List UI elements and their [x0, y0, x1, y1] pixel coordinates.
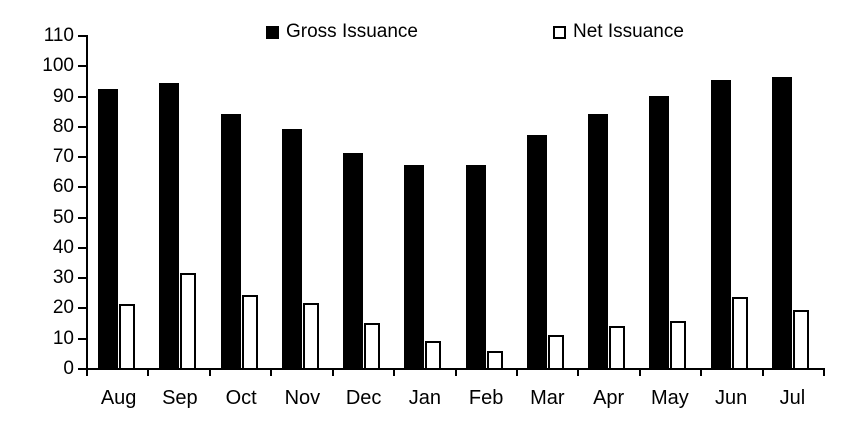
filled-square-icon — [266, 25, 279, 39]
bar-net-sep — [180, 272, 197, 368]
bar-net-aug — [119, 304, 135, 368]
bar-gross-may — [649, 95, 670, 368]
x-tick — [638, 368, 641, 376]
bar-net-may — [670, 321, 687, 368]
y-tick-label: 0 — [63, 358, 74, 379]
y-tick-label: 70 — [52, 146, 74, 168]
y-tick — [78, 277, 86, 280]
x-axis-label-nov: Nov — [284, 387, 321, 409]
bar-net-dec — [364, 322, 380, 368]
y-axis-line — [86, 35, 88, 370]
bar-gross-jun — [710, 80, 731, 368]
bar-gross-dec — [343, 153, 363, 368]
bar-net-jun — [731, 296, 748, 368]
open-square-icon — [553, 25, 566, 39]
y-tick — [78, 65, 86, 68]
bar-net-apr — [609, 325, 625, 368]
x-tick — [147, 368, 150, 376]
bar-gross-jul — [771, 77, 792, 368]
bar-gross-apr — [588, 113, 608, 368]
x-axis-label-may: May — [650, 387, 689, 409]
bar-net-jan — [425, 340, 442, 368]
y-tick — [78, 156, 86, 159]
x-tick — [393, 368, 396, 376]
x-axis-label-feb: Feb — [468, 387, 504, 409]
x-tick — [270, 368, 273, 376]
y-tick-label: 60 — [52, 176, 74, 198]
legend-label-gross-issuance: Gross Issuance — [286, 21, 418, 42]
x-tick — [454, 368, 457, 376]
y-tick — [78, 95, 86, 98]
x-tick — [208, 368, 211, 376]
y-tick-label: 30 — [52, 267, 74, 289]
y-tick — [78, 186, 86, 189]
y-tick — [78, 216, 86, 219]
bar-net-jul — [792, 310, 809, 368]
x-tick — [700, 368, 703, 376]
bar-net-mar — [547, 334, 564, 368]
x-axis-label-jun: Jun — [715, 387, 748, 409]
y-tick-label: 40 — [52, 236, 74, 258]
x-tick — [331, 368, 334, 376]
bar-gross-feb — [465, 165, 486, 368]
y-tick-label: 80 — [52, 115, 74, 137]
y-tick — [78, 337, 86, 340]
y-tick-label: 20 — [52, 297, 74, 319]
y-tick — [78, 246, 86, 249]
y-tick — [78, 368, 86, 370]
bar-gross-aug — [98, 89, 118, 368]
x-axis-label-aug: Aug — [100, 387, 137, 409]
y-tick — [78, 125, 86, 128]
x-tick — [761, 368, 764, 376]
bar-gross-mar — [526, 134, 547, 368]
chart-legend: Gross Issuance Net Issuance — [0, 21, 852, 45]
bar-net-feb — [486, 351, 503, 368]
bar-gross-sep — [159, 83, 180, 368]
y-tick-label: 50 — [52, 206, 74, 228]
x-axis-label-apr: Apr — [593, 387, 625, 409]
x-axis-label-sep: Sep — [162, 387, 198, 409]
x-axis-label-dec: Dec — [345, 387, 382, 409]
y-tick-label: 90 — [52, 85, 74, 107]
bar-net-nov — [302, 302, 319, 368]
x-tick — [823, 368, 825, 376]
x-tick — [86, 368, 88, 376]
x-tick — [577, 368, 580, 376]
y-tick-label: 10 — [52, 327, 74, 349]
x-axis-label-mar: Mar — [530, 387, 565, 409]
legend-item-net-issuance: Net Issuance — [553, 21, 684, 43]
bar-gross-jan — [404, 165, 425, 368]
x-axis-label-jul: Jul — [779, 387, 806, 409]
legend-label-net-issuance: Net Issuance — [573, 21, 684, 42]
x-axis-label-oct: Oct — [225, 387, 257, 409]
bar-net-oct — [241, 295, 258, 368]
x-tick — [515, 368, 518, 376]
legend-item-gross-issuance: Gross Issuance — [266, 21, 418, 43]
y-tick — [78, 307, 86, 310]
x-axis-label-jan: Jan — [408, 387, 441, 409]
y-tick — [78, 35, 86, 37]
bar-gross-nov — [281, 128, 302, 368]
y-tick-label: 100 — [42, 55, 74, 77]
y-tick-label: 110 — [43, 25, 74, 46]
bar-gross-oct — [220, 113, 241, 368]
